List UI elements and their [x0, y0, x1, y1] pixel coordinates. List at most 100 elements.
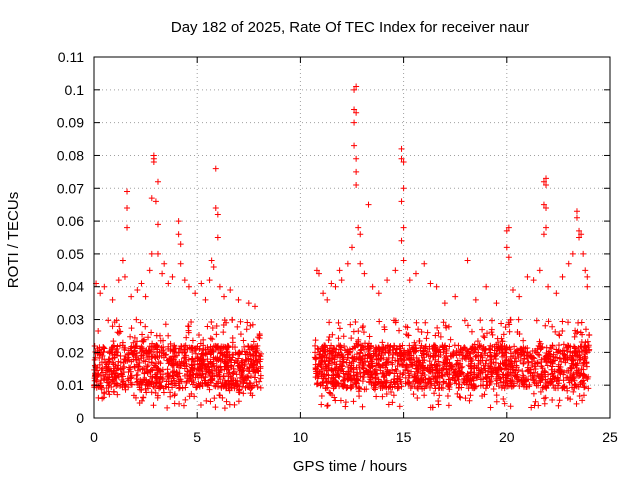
data-point [251, 303, 258, 310]
data-point [252, 374, 259, 381]
data-point [482, 385, 489, 392]
data-point [556, 397, 563, 404]
data-point [108, 383, 115, 390]
data-point [162, 321, 169, 328]
data-point [549, 397, 556, 404]
data-point [108, 371, 115, 378]
data-point [549, 323, 556, 330]
data-point [251, 360, 258, 367]
data-point [585, 373, 592, 380]
data-point [140, 337, 147, 344]
data-point [257, 384, 264, 391]
data-point [101, 283, 108, 290]
data-point [255, 334, 262, 341]
data-point [486, 346, 493, 353]
data-point [333, 361, 340, 368]
data-point [540, 178, 547, 185]
data-point [239, 374, 246, 381]
data-point [477, 317, 484, 324]
data-point [350, 398, 357, 405]
data-point [366, 369, 373, 376]
data-point [319, 379, 326, 386]
y-tick-label: 0 [76, 410, 84, 426]
data-point [98, 377, 105, 384]
data-point [556, 332, 563, 339]
data-point [476, 342, 483, 349]
data-point [140, 394, 147, 401]
data-point [543, 175, 550, 182]
data-point [192, 384, 199, 391]
data-point [148, 389, 155, 396]
data-point [117, 353, 124, 360]
data-point [436, 381, 443, 388]
data-point [482, 365, 489, 372]
data-point [168, 378, 175, 385]
data-point [481, 347, 488, 354]
data-point [154, 348, 161, 355]
data-point [506, 321, 513, 328]
data-point [391, 343, 398, 350]
data-point [421, 260, 428, 267]
data-point [416, 338, 423, 345]
data-point [440, 344, 447, 351]
data-point [449, 352, 456, 359]
data-point [498, 320, 505, 327]
data-point [141, 336, 148, 343]
data-point [487, 349, 494, 356]
data-point [114, 329, 121, 336]
data-point [246, 350, 253, 357]
data-point [400, 257, 407, 264]
data-point [117, 365, 124, 372]
data-point [121, 363, 128, 370]
data-point [573, 362, 580, 369]
data-point [478, 352, 485, 359]
data-point [329, 392, 336, 399]
data-point [359, 360, 366, 367]
data-point [249, 344, 256, 351]
data-point [148, 354, 155, 361]
data-point [216, 283, 223, 290]
data-point [586, 332, 593, 339]
data-point [387, 388, 394, 395]
data-point [392, 267, 399, 274]
x-tick-label: 10 [293, 429, 309, 445]
data-point [553, 290, 560, 297]
data-point [112, 380, 119, 387]
y-tick-label: 0.02 [57, 344, 84, 360]
data-point [431, 382, 438, 389]
data-point [169, 362, 176, 369]
data-point [429, 367, 436, 374]
data-point [537, 388, 544, 395]
data-point [578, 231, 585, 238]
data-point [543, 224, 550, 231]
data-point [386, 370, 393, 377]
data-point [169, 273, 176, 280]
data-point [334, 380, 341, 387]
data-point [498, 335, 505, 342]
data-point [159, 376, 166, 383]
data-point [461, 317, 468, 324]
data-point [332, 374, 339, 381]
data-point [543, 181, 550, 188]
data-point [312, 342, 319, 349]
data-point [222, 381, 229, 388]
data-point [435, 398, 442, 405]
data-point [424, 329, 431, 336]
data-point [427, 280, 434, 287]
data-point [573, 400, 580, 407]
data-point [536, 338, 543, 345]
data-point [420, 345, 427, 352]
data-point [196, 360, 203, 367]
data-point [473, 352, 480, 359]
data-point [326, 389, 333, 396]
data-point [175, 231, 182, 238]
data-point [117, 359, 124, 366]
data-point [351, 343, 358, 350]
data-point [226, 401, 233, 408]
data-point [121, 356, 128, 363]
data-point [146, 267, 153, 274]
data-point [157, 337, 164, 344]
data-point [349, 244, 355, 251]
data-point [579, 379, 586, 386]
data-point [537, 375, 544, 382]
